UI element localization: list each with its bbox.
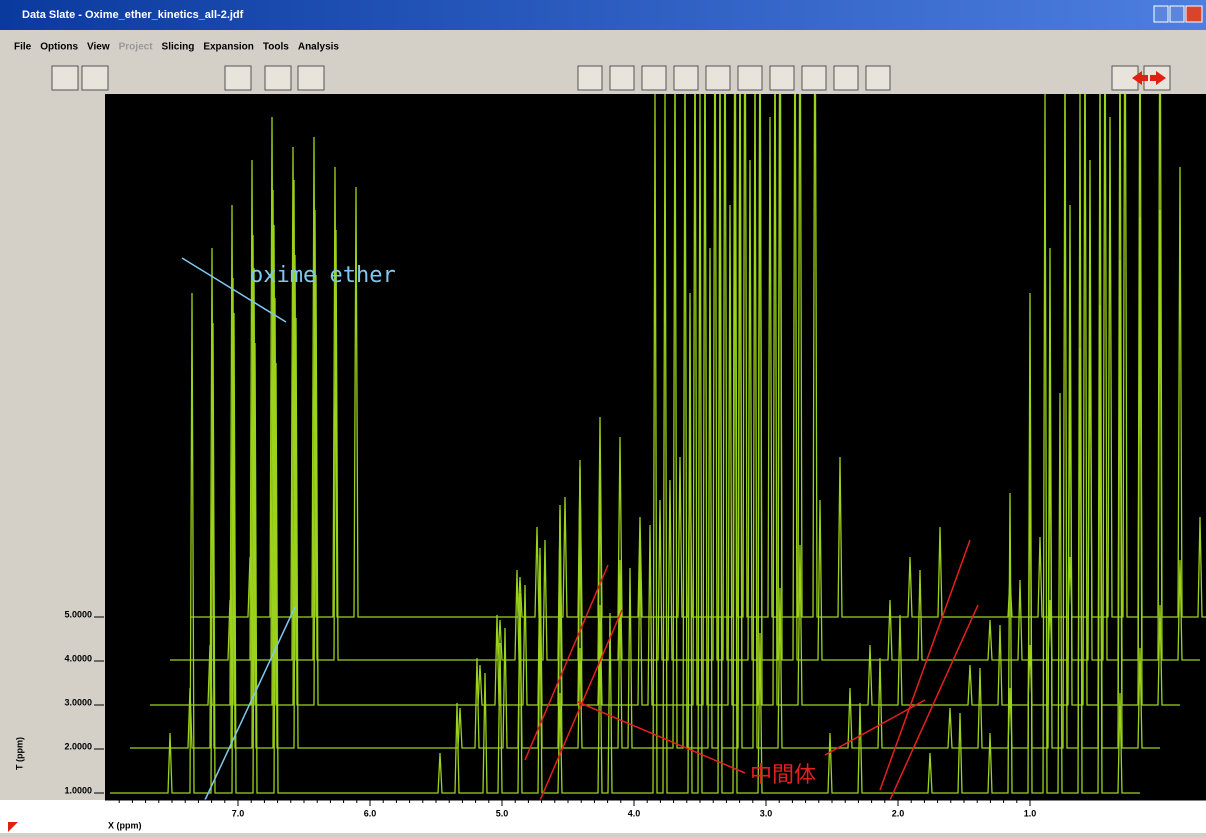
tool-button[interactable] [834, 66, 858, 90]
tool-button[interactable] [706, 66, 730, 90]
menu-item[interactable]: Analysis [298, 42, 340, 53]
annotation-intermediate: 中間体 [750, 762, 816, 787]
tool-button[interactable] [265, 66, 291, 90]
x-tick-label: 7.0 [232, 808, 245, 818]
tool-button[interactable] [866, 66, 890, 90]
tool-button[interactable] [642, 66, 666, 90]
x-tick-label: 3.0 [760, 808, 773, 818]
y-tick-label: 5.0000 [64, 609, 92, 619]
menu-bar: File Options View Project Slicing Expansion To… [14, 42, 339, 53]
menu-item[interactable]: Project [119, 42, 154, 53]
y-axis-label: T (ppm) [14, 737, 24, 770]
tool-button[interactable] [578, 66, 602, 90]
menu-item[interactable]: Tools [263, 42, 289, 53]
app-window: Data Slate - Oxime_ether_kinetics_all-2.… [0, 0, 1206, 833]
annotation-oxime-ether: oxime ether [250, 263, 396, 288]
y-tick-label: 1.0000 [64, 785, 92, 795]
close-button[interactable] [1186, 6, 1202, 22]
tool-button[interactable] [674, 66, 698, 90]
x-axis-label: X (ppm) [108, 820, 142, 830]
y-tick-label: 3.0000 [64, 697, 92, 707]
tool-button[interactable] [802, 66, 826, 90]
maximize-button[interactable] [1170, 6, 1184, 22]
tool-button[interactable] [770, 66, 794, 90]
x-tick-label: 6.0 [364, 808, 377, 818]
menu-item[interactable]: Expansion [203, 42, 254, 53]
tool-button[interactable] [298, 66, 324, 90]
x-tick-label: 4.0 [628, 808, 641, 818]
toolbar [52, 66, 1170, 90]
tool-button[interactable] [610, 66, 634, 90]
y-tick-label: 4.0000 [64, 653, 92, 663]
menu-item[interactable]: Slicing [162, 42, 195, 53]
menu-item[interactable]: File [14, 42, 32, 53]
minimize-button[interactable] [1154, 6, 1168, 22]
x-tick-label: 2.0 [892, 808, 905, 818]
window-title: Data Slate - Oxime_ether_kinetics_all-2.… [22, 9, 244, 21]
tool-button[interactable] [52, 66, 78, 90]
menu-item[interactable]: View [87, 42, 110, 53]
y-tick-label: 2.0000 [64, 741, 92, 751]
tool-button[interactable] [225, 66, 251, 90]
tool-button[interactable] [738, 66, 762, 90]
menu-item[interactable]: Options [40, 42, 78, 53]
tool-button[interactable] [82, 66, 108, 90]
x-tick-label: 5.0 [496, 808, 509, 818]
screen: Data Slate - Oxime_ether_kinetics_all-2.… [0, 0, 1206, 833]
x-tick-label: 1.0 [1024, 808, 1037, 818]
